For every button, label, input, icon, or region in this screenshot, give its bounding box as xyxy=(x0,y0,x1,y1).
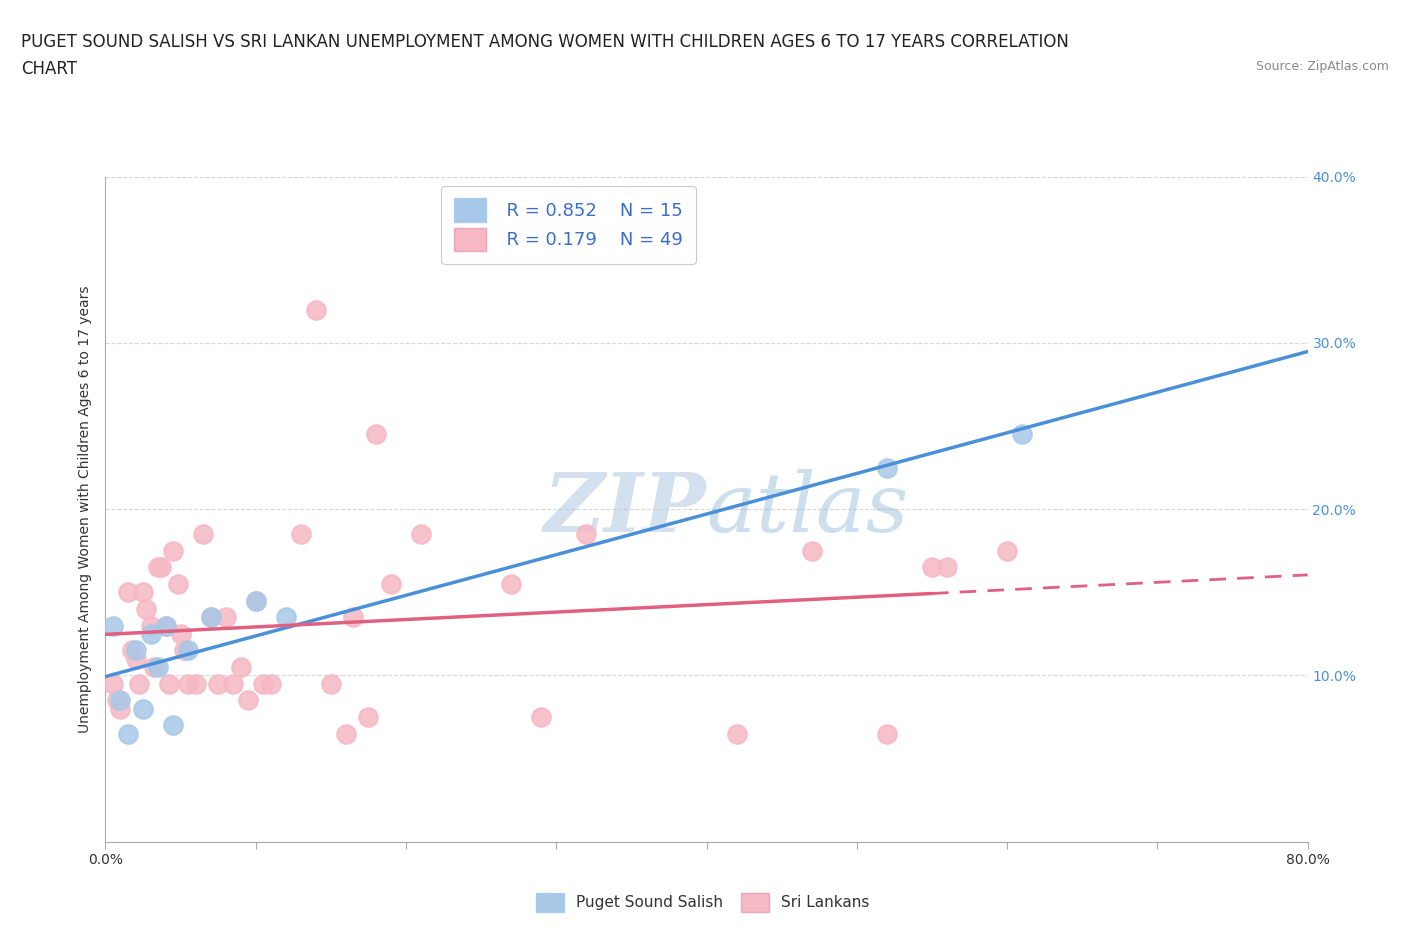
Point xyxy=(110,701,132,716)
Point xyxy=(252,676,274,691)
Point xyxy=(121,643,143,658)
Point xyxy=(214,610,236,625)
Point xyxy=(169,627,191,642)
Point xyxy=(876,460,898,475)
Point xyxy=(501,577,523,591)
Point xyxy=(725,726,748,741)
Point xyxy=(229,659,252,674)
Point xyxy=(409,526,432,541)
Point xyxy=(155,618,177,633)
Point xyxy=(335,726,357,741)
Text: PUGET SOUND SALISH VS SRI LANKAN UNEMPLOYMENT AMONG WOMEN WITH CHILDREN AGES 6 T: PUGET SOUND SALISH VS SRI LANKAN UNEMPLO… xyxy=(21,33,1069,50)
Point xyxy=(245,593,267,608)
Point xyxy=(146,560,169,575)
Point xyxy=(139,618,162,633)
Point xyxy=(260,676,283,691)
Text: ZIP: ZIP xyxy=(544,469,707,550)
Point xyxy=(150,560,173,575)
Point xyxy=(800,543,823,558)
Point xyxy=(995,543,1018,558)
Point xyxy=(238,693,260,708)
Point xyxy=(319,676,342,691)
Point xyxy=(342,610,364,625)
Point xyxy=(364,427,387,442)
Text: Source: ZipAtlas.com: Source: ZipAtlas.com xyxy=(1256,60,1389,73)
Point xyxy=(117,726,139,741)
Point xyxy=(101,676,124,691)
Point xyxy=(207,676,229,691)
Point xyxy=(274,610,297,625)
Point xyxy=(117,585,139,600)
Point xyxy=(876,726,898,741)
Point xyxy=(200,610,222,625)
Legend:   R = 0.852    N = 15,   R = 0.179    N = 49: R = 0.852 N = 15, R = 0.179 N = 49 xyxy=(441,186,696,264)
Y-axis label: Unemployment Among Women with Children Ages 6 to 17 years: Unemployment Among Women with Children A… xyxy=(79,286,93,733)
Point xyxy=(107,693,129,708)
Point xyxy=(132,585,155,600)
Point xyxy=(142,659,165,674)
Point xyxy=(128,676,150,691)
Point xyxy=(305,302,328,317)
Point xyxy=(184,676,207,691)
Point xyxy=(177,643,200,658)
Point xyxy=(222,676,245,691)
Point xyxy=(575,526,598,541)
Point xyxy=(1011,427,1033,442)
Point xyxy=(245,593,267,608)
Point xyxy=(166,577,188,591)
Point xyxy=(177,676,200,691)
Point xyxy=(146,659,169,674)
Text: atlas: atlas xyxy=(707,469,908,550)
Point xyxy=(200,610,222,625)
Point xyxy=(191,526,214,541)
Point xyxy=(155,618,177,633)
Point xyxy=(157,676,180,691)
Text: CHART: CHART xyxy=(21,60,77,78)
Point xyxy=(936,560,959,575)
Point xyxy=(101,618,124,633)
Point xyxy=(124,651,146,666)
Point xyxy=(921,560,943,575)
Point xyxy=(530,710,553,724)
Point xyxy=(162,718,184,733)
Point xyxy=(357,710,380,724)
Point xyxy=(162,543,184,558)
Point xyxy=(173,643,195,658)
Point xyxy=(380,577,402,591)
Point xyxy=(124,643,146,658)
Point xyxy=(135,602,157,617)
Point xyxy=(290,526,312,541)
Point xyxy=(139,627,162,642)
Legend: Puget Sound Salish, Sri Lankans: Puget Sound Salish, Sri Lankans xyxy=(530,887,876,918)
Point xyxy=(110,693,132,708)
Point xyxy=(132,701,155,716)
